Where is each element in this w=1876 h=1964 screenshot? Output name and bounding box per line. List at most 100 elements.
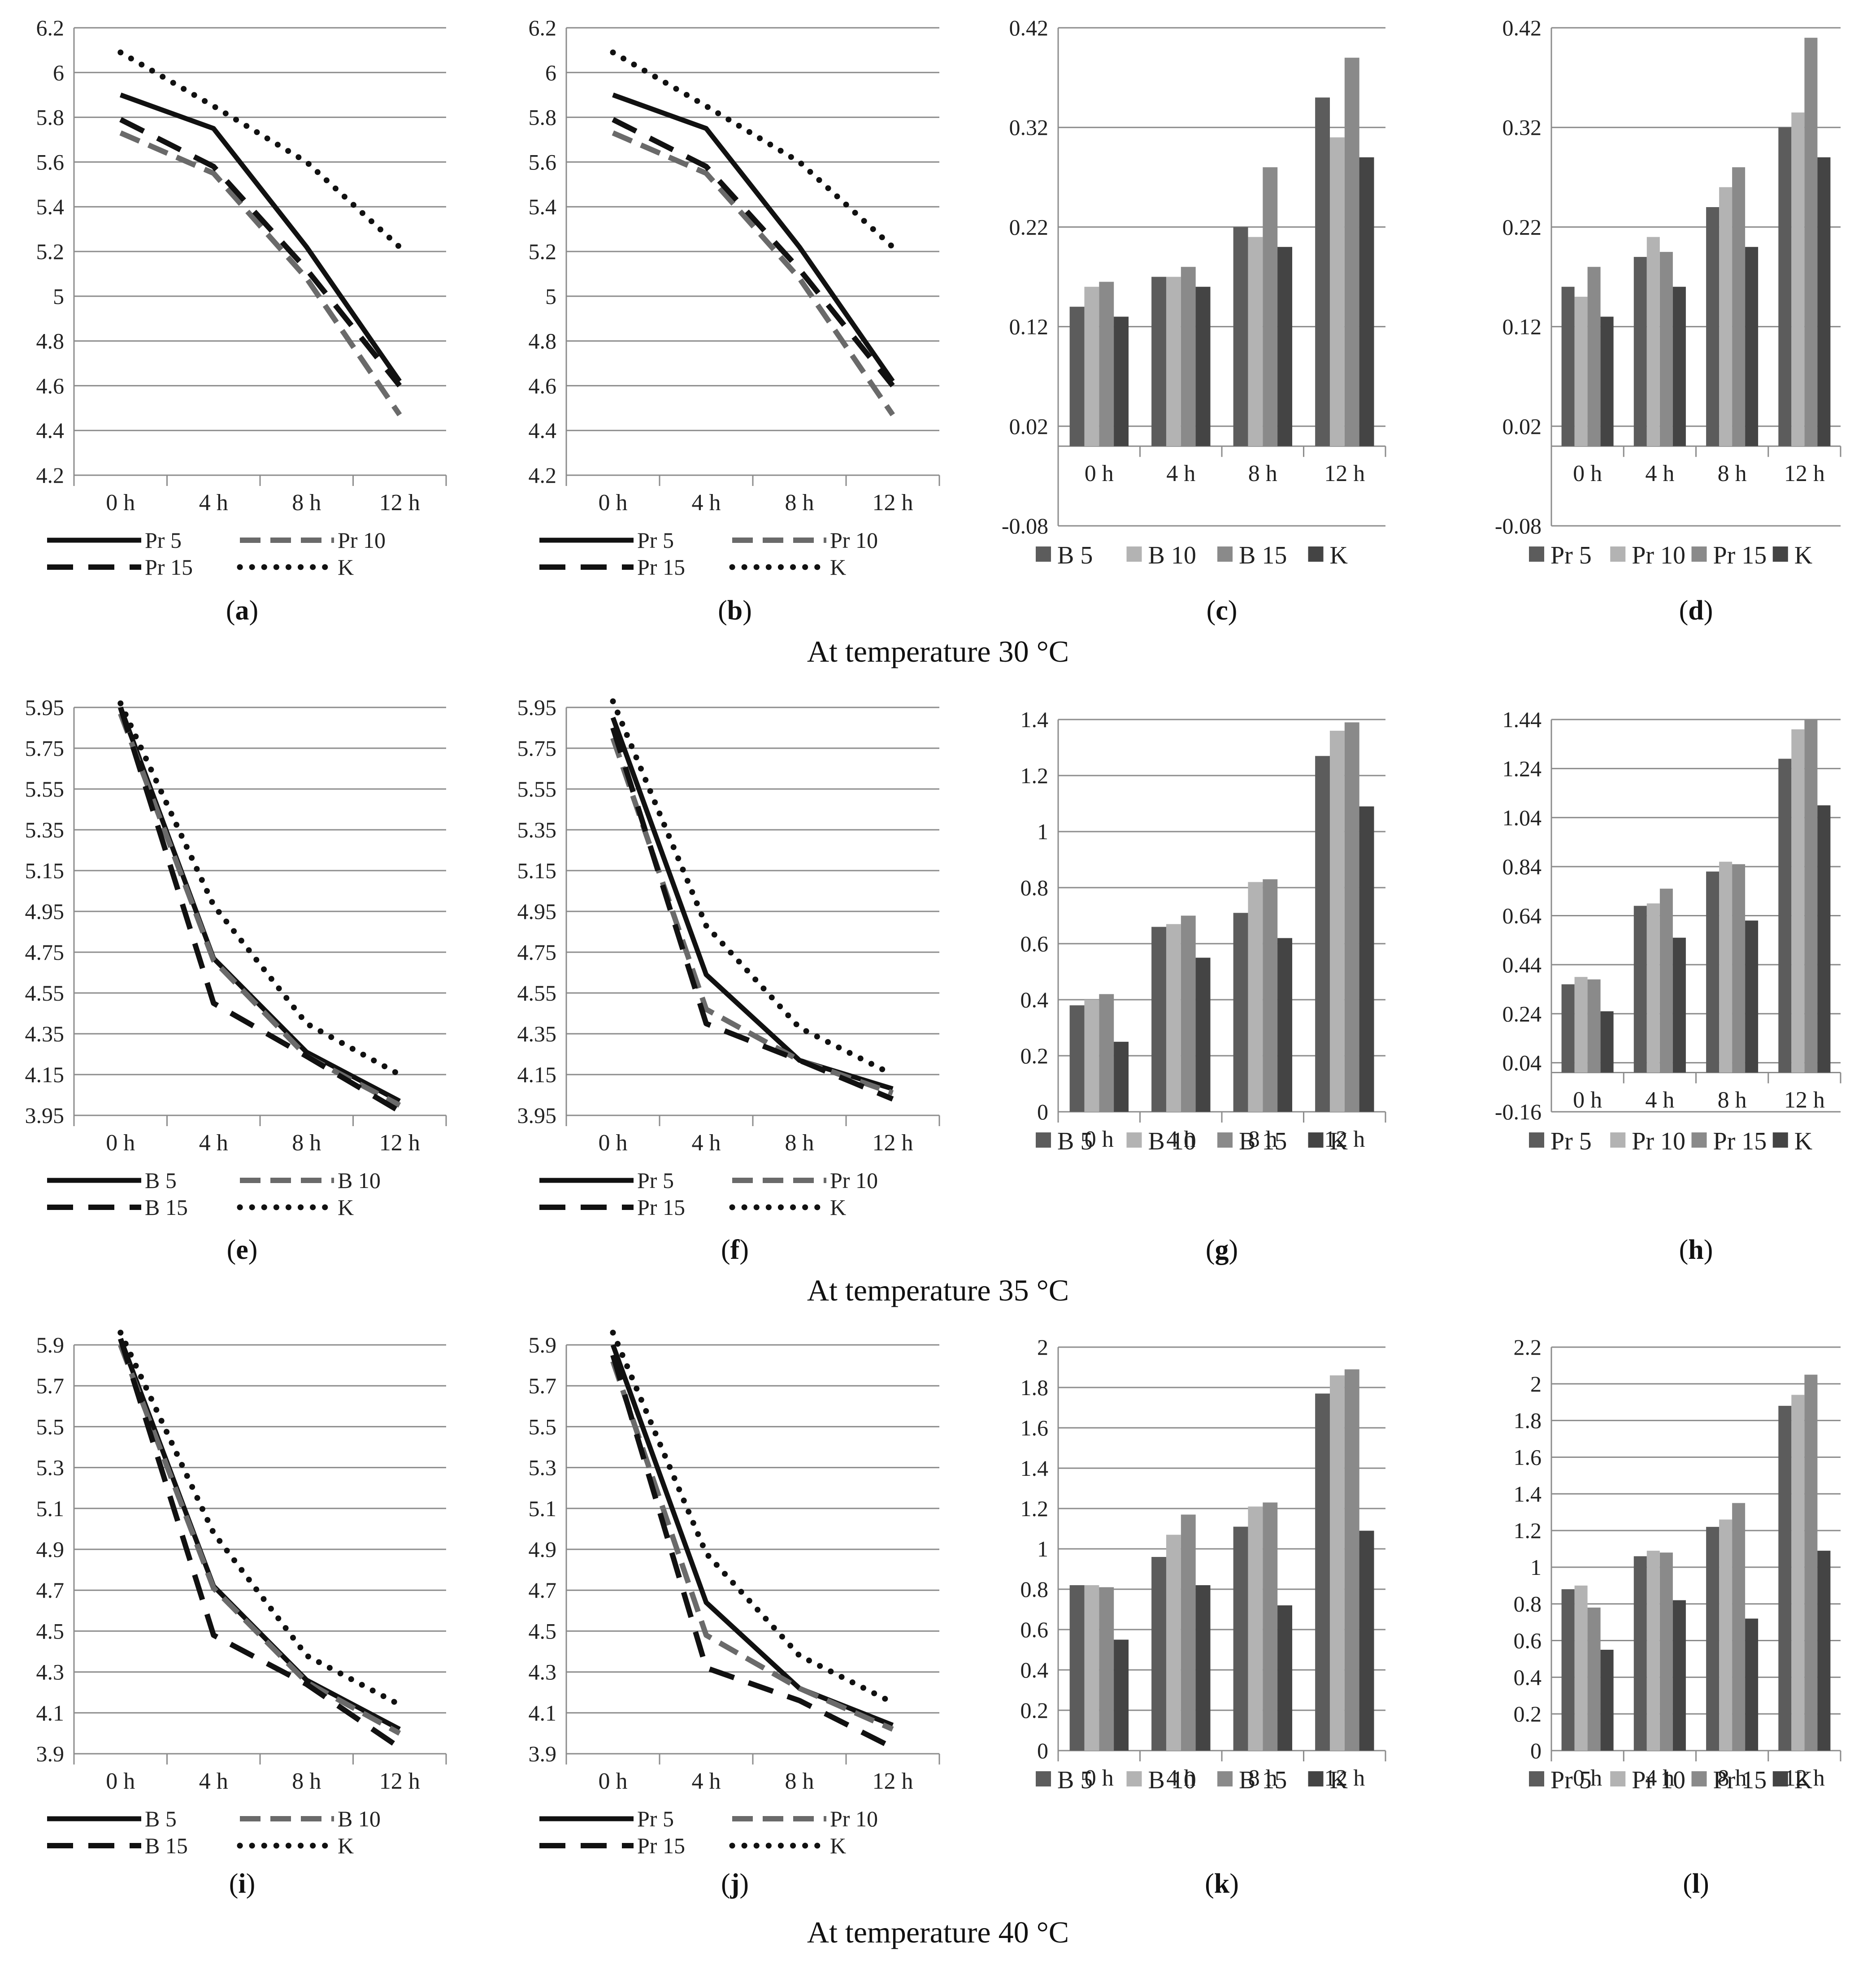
- y-tick-label: 6: [53, 60, 64, 85]
- y-tick-label: 0.02: [1503, 414, 1542, 439]
- x-tick-label: 0 h: [1085, 1765, 1114, 1791]
- y-tick-label: -0.08: [1495, 513, 1542, 538]
- chart-g: 0 0.2 0.4 0.6 0.8 1 1.2 1.4 0 h 4 h 8 h 12 h B 5 B 10…: [1021, 707, 1386, 1265]
- bar: [1659, 251, 1673, 447]
- bar: [1706, 1526, 1720, 1751]
- y-tick-label: 0.6: [1514, 1628, 1542, 1653]
- legend-label: Pr 10: [830, 528, 878, 553]
- legend-label: K: [1794, 1766, 1812, 1794]
- legend-label: Pr 5: [1550, 1766, 1592, 1794]
- bar: [1646, 903, 1660, 1073]
- bar: [1574, 977, 1588, 1073]
- y-tick-label: 6.2: [36, 15, 65, 40]
- bar: [1633, 257, 1647, 447]
- caption-paren: ): [1229, 1869, 1239, 1899]
- y-tick-label: 4.35: [25, 1021, 65, 1046]
- bar: [1114, 1639, 1129, 1751]
- y-tick-label: 1.44: [1503, 707, 1542, 732]
- bar: [1359, 806, 1374, 1112]
- legend-label: B 15: [1239, 1127, 1287, 1155]
- caption-paren: ): [1228, 595, 1238, 626]
- x-tick-label: 12 h: [1324, 1127, 1365, 1152]
- bar: [1719, 1519, 1733, 1751]
- bar: [1672, 286, 1686, 447]
- bar: [1315, 97, 1330, 447]
- bar: [1778, 759, 1792, 1073]
- bar: [1672, 937, 1686, 1073]
- bar: [1791, 1395, 1805, 1751]
- y-tick-label: 5.35: [25, 817, 65, 842]
- bar: [1195, 286, 1211, 447]
- legend-swatch: [1610, 1132, 1626, 1148]
- chart-d: -0.08 0.02 0.12 0.22 0.32 0.42 0 h 4 h 8 h 12 h Pr…: [1495, 15, 1841, 626]
- caption-letter: e: [236, 1235, 248, 1265]
- series-line: [118, 712, 401, 1108]
- caption-paren: (: [721, 1869, 730, 1899]
- bar: [1069, 1585, 1085, 1751]
- y-tick-label: 4.9: [36, 1537, 65, 1562]
- y-tick-label: 5.35: [517, 817, 557, 842]
- legend-label: B 10: [338, 1168, 381, 1193]
- caption-letter: c: [1216, 595, 1228, 626]
- x-tick-label: 4 h: [1166, 461, 1195, 486]
- y-tick-label: 4.3: [36, 1660, 65, 1685]
- y-tick-label: 1.4: [1514, 1481, 1542, 1506]
- legend-label: K: [830, 555, 846, 580]
- y-tick-label: 4.2: [36, 463, 65, 488]
- y-tick-label: 0.22: [1009, 214, 1049, 239]
- caption-paren: (: [721, 1235, 730, 1265]
- bar: [1151, 927, 1166, 1112]
- bar: [1151, 1557, 1166, 1751]
- y-tick-label: 4.95: [517, 899, 557, 924]
- x-tick-label: 8 h: [292, 1769, 321, 1794]
- y-tick-label: 0: [1037, 1738, 1048, 1763]
- bar: [1817, 1551, 1831, 1751]
- bar: [1719, 187, 1733, 447]
- chart-f: 3.95 4.15 4.35 4.55 4.75 4.95 5.15 5.35 5.55 5.75…: [517, 695, 940, 1265]
- bar: [1233, 913, 1248, 1112]
- y-tick-label: 5.95: [517, 695, 557, 720]
- y-tick-label: 0.8: [1021, 1577, 1049, 1602]
- y-tick-label: 5.2: [36, 239, 65, 264]
- caption-letter: a: [235, 595, 249, 626]
- legend-label: K: [1330, 542, 1348, 569]
- legend-label: Pr 10: [338, 528, 386, 553]
- bar: [1817, 157, 1831, 447]
- caption-paren: (: [227, 1235, 236, 1265]
- caption-letter: h: [1688, 1235, 1703, 1265]
- y-tick-label: 6: [545, 60, 556, 85]
- y-tick-label: 0.12: [1503, 314, 1542, 339]
- bar: [1672, 1600, 1686, 1751]
- legend-swatch: [1126, 1132, 1142, 1148]
- y-tick-label: 0.6: [1021, 931, 1049, 956]
- x-tick-label: 12 h: [873, 1130, 913, 1156]
- bar: [1344, 722, 1359, 1112]
- x-tick-label: 4 h: [692, 1769, 721, 1794]
- chart-l: 0 0.2 0.4 0.6 0.8 1 1.2 1.4 1.6 1.8 2 2.2 0 h 4 h 8 h 1…: [1514, 1335, 1841, 1899]
- legend-label: B 5: [1057, 1766, 1093, 1794]
- legend-label: Pr 15: [637, 1833, 685, 1858]
- panel-caption: (c): [1207, 595, 1238, 626]
- y-tick-label: 5.95: [25, 695, 65, 720]
- panel-caption: (e): [227, 1235, 258, 1265]
- bar: [1745, 1618, 1759, 1751]
- y-tick-label: 0.8: [1021, 875, 1049, 900]
- legend-label: K: [830, 1195, 846, 1220]
- y-tick-label: 0.42: [1009, 15, 1049, 40]
- y-tick-label: 5.9: [36, 1332, 65, 1357]
- bar: [1069, 1005, 1085, 1112]
- panel-caption: (f): [721, 1235, 749, 1265]
- y-tick-label: 2.2: [1514, 1335, 1542, 1360]
- y-tick-label: 4.35: [517, 1021, 557, 1046]
- bar: [1069, 307, 1085, 447]
- y-tick-label: 0.84: [1503, 854, 1542, 879]
- caption-paren: ): [739, 1235, 749, 1265]
- legend-label: Pr 15: [637, 1195, 685, 1220]
- bar: [1084, 286, 1099, 447]
- panel-caption: (g): [1206, 1235, 1238, 1265]
- x-tick-label: 8 h: [292, 490, 321, 516]
- caption-letter: f: [730, 1235, 740, 1265]
- chart-e: 3.95 4.15 4.35 4.55 4.75 4.95 5.15 5.35 5.55 5.75…: [25, 695, 447, 1265]
- x-tick-label: 4 h: [1166, 1765, 1195, 1791]
- y-tick-label: 5.6: [529, 149, 557, 174]
